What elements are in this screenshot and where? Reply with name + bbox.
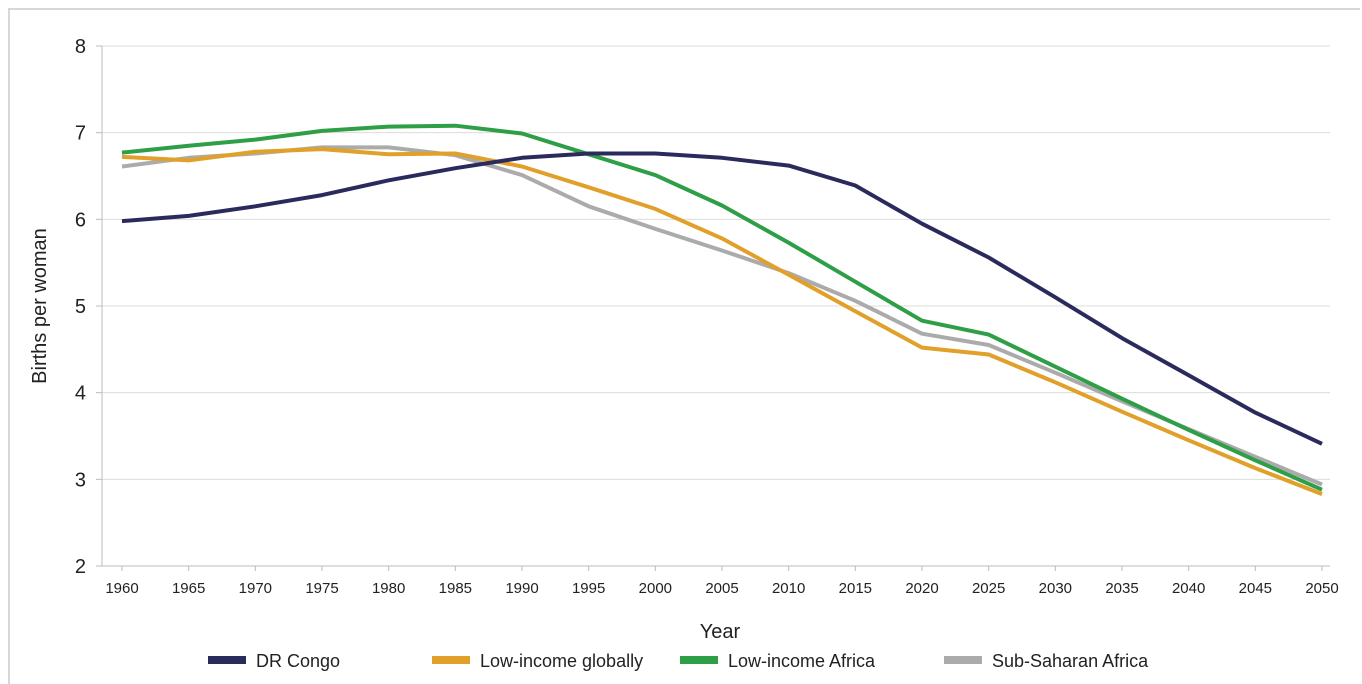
x-axis-title: Year bbox=[700, 621, 741, 643]
x-tick-label: 1965 bbox=[172, 580, 205, 597]
x-tick-label: 2035 bbox=[1105, 580, 1138, 597]
x-tick-labels: 1960 1965 1970 1975 1980 1985 1990 1995 2000 2005… bbox=[105, 566, 1339, 597]
legend-label: Low-income Africa bbox=[728, 651, 876, 671]
x-tick-label: 1970 bbox=[239, 580, 272, 597]
legend: DR Congo Low-income globally Low-income Af… bbox=[208, 651, 1149, 671]
legend-label: Low-income globally bbox=[480, 651, 643, 671]
y-tick-label: 3 bbox=[75, 469, 86, 491]
series-lines bbox=[121, 123, 1323, 496]
x-tick-label: 1995 bbox=[572, 580, 605, 597]
y-tick-label: 5 bbox=[75, 296, 86, 318]
x-tick-label: 1990 bbox=[505, 580, 538, 597]
x-tick-label: 1975 bbox=[305, 580, 338, 597]
legend-swatch bbox=[680, 656, 718, 664]
x-tick-label: 2045 bbox=[1239, 580, 1272, 597]
x-tick-label: 2025 bbox=[972, 580, 1005, 597]
x-tick-label: 2030 bbox=[1039, 580, 1072, 597]
series-line-low-income-africa bbox=[121, 123, 1323, 492]
y-tick-label: 7 bbox=[75, 123, 86, 145]
series-line-dr-congo bbox=[121, 151, 1323, 446]
legend-label: Sub-Saharan Africa bbox=[992, 651, 1149, 671]
x-tick-label: 2000 bbox=[639, 580, 672, 597]
x-tick-label: 2020 bbox=[905, 580, 938, 597]
y-tick-label: 6 bbox=[75, 209, 86, 231]
x-tick-label: 1960 bbox=[105, 580, 138, 597]
x-tick-label: 1980 bbox=[372, 580, 405, 597]
y-tick-label: 4 bbox=[75, 383, 86, 405]
x-tick-label: 2015 bbox=[839, 580, 872, 597]
y-tick-label: 2 bbox=[75, 556, 86, 578]
gridlines bbox=[102, 45, 1330, 480]
legend-swatch bbox=[944, 656, 982, 664]
x-tick-label: 2050 bbox=[1305, 580, 1338, 597]
legend-label: DR Congo bbox=[256, 651, 340, 671]
legend-swatch bbox=[432, 656, 470, 664]
y-tick-labels: 2 3 4 5 6 7 8 bbox=[75, 36, 102, 578]
legend-swatch bbox=[208, 656, 246, 664]
y-tick-label: 8 bbox=[75, 36, 86, 58]
x-tick-label: 2040 bbox=[1172, 580, 1205, 597]
x-tick-label: 1985 bbox=[439, 580, 472, 597]
chart-frame bbox=[8, 8, 1360, 684]
y-axis-title: Births per woman bbox=[29, 228, 51, 384]
x-tick-label: 2005 bbox=[705, 580, 738, 597]
x-tick-label: 2010 bbox=[772, 580, 805, 597]
series-line-low-income-globally bbox=[121, 147, 1323, 496]
